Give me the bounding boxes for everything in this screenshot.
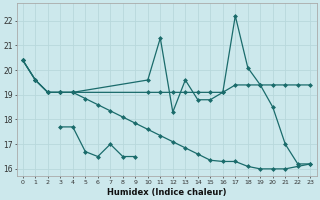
X-axis label: Humidex (Indice chaleur): Humidex (Indice chaleur) bbox=[107, 188, 226, 197]
